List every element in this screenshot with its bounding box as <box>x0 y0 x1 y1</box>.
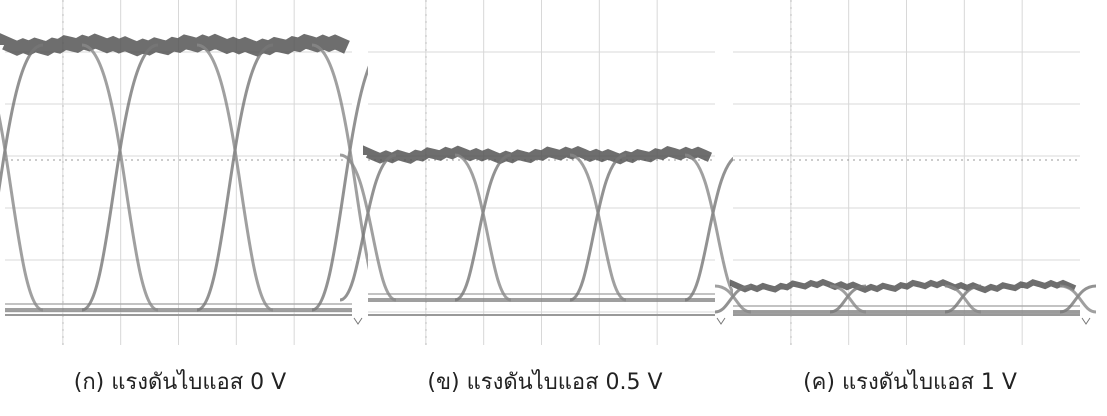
falling-edge <box>569 153 627 302</box>
marker <box>1081 317 1091 325</box>
falling-edge <box>196 43 274 312</box>
rising-edge <box>569 153 627 302</box>
falling-edge <box>829 284 867 314</box>
eye-diagram <box>0 0 389 345</box>
rising-edge <box>714 284 752 314</box>
falling-edge <box>714 284 752 314</box>
rising-edge <box>339 153 397 302</box>
falling-edge <box>81 43 159 312</box>
falling-edge <box>0 113 44 312</box>
falling-edge <box>454 153 512 302</box>
eye-diagram <box>714 0 1097 345</box>
caption: (ก) แรงดันไบแอส 0 V <box>74 369 286 395</box>
caption: (ข) แรงดันไบแอส 0.5 V <box>427 369 662 395</box>
rising-edge <box>684 153 742 302</box>
caption: (ค) แรงดันไบแอส 1 V <box>803 369 1017 395</box>
top-level <box>730 278 1077 294</box>
top-level <box>0 33 350 57</box>
rising-edge <box>944 284 982 314</box>
eye-diagram <box>339 0 742 345</box>
rising-edge <box>81 43 159 312</box>
falling-edge <box>339 153 397 302</box>
rising-edge <box>196 43 274 312</box>
marker <box>353 317 363 325</box>
marker <box>716 317 726 325</box>
rising-edge <box>1059 284 1097 314</box>
falling-edge <box>944 284 982 314</box>
falling-edge <box>1059 284 1097 314</box>
top-level <box>363 145 713 165</box>
rising-edge <box>829 284 867 314</box>
rising-edge <box>0 43 44 193</box>
rising-edge <box>454 153 512 302</box>
